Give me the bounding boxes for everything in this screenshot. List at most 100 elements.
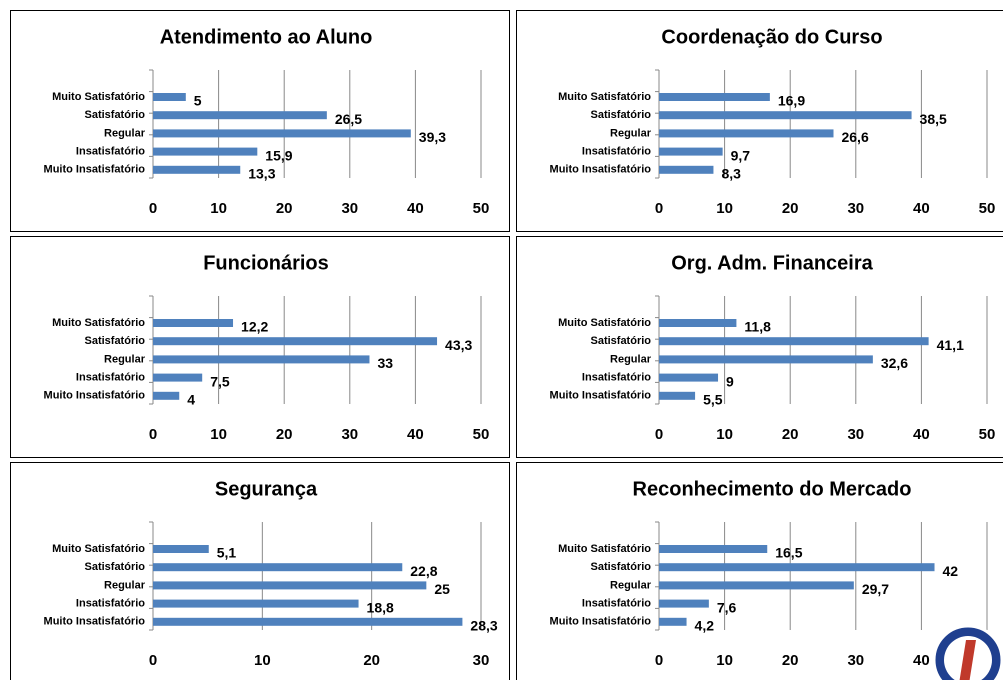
category-label: Satisfatório bbox=[84, 335, 145, 347]
x-tick-label: 20 bbox=[276, 426, 293, 443]
value-label: 5 bbox=[194, 93, 202, 109]
category-label: Muito Insatisfatório bbox=[550, 164, 652, 176]
bar bbox=[153, 581, 427, 590]
category-label: Muito Satisfatório bbox=[52, 91, 145, 103]
value-label: 13,3 bbox=[248, 166, 275, 182]
x-tick-label: 30 bbox=[473, 652, 490, 669]
x-tick-label: 0 bbox=[655, 200, 663, 217]
category-label: Satisfatório bbox=[590, 561, 651, 573]
category-label: Muito Insatisfatório bbox=[550, 390, 652, 402]
category-label: Regular bbox=[104, 353, 146, 365]
value-label: 16,9 bbox=[778, 93, 805, 109]
category-label: Regular bbox=[610, 579, 652, 591]
bar bbox=[153, 391, 180, 400]
category-label: Insatisfatório bbox=[76, 372, 145, 384]
bar bbox=[659, 391, 696, 400]
bar bbox=[659, 147, 723, 156]
category-label: Regular bbox=[104, 579, 146, 591]
bar bbox=[153, 355, 370, 364]
panel bbox=[516, 236, 1003, 458]
chart-title: Segurança bbox=[215, 478, 318, 500]
chart-title: Atendimento ao Aluno bbox=[160, 26, 373, 48]
x-tick-label: 30 bbox=[847, 200, 864, 217]
x-tick-label: 40 bbox=[913, 426, 930, 443]
category-label: Insatisfatório bbox=[76, 598, 145, 610]
bar bbox=[153, 129, 411, 138]
value-label: 42 bbox=[943, 563, 959, 579]
x-tick-label: 10 bbox=[716, 652, 733, 669]
value-label: 7,6 bbox=[717, 599, 737, 615]
value-label: 41,1 bbox=[937, 337, 964, 353]
bar bbox=[659, 563, 935, 572]
value-label: 29,7 bbox=[862, 581, 889, 597]
x-tick-label: 30 bbox=[847, 652, 864, 669]
panel bbox=[10, 462, 510, 680]
x-tick-label: 50 bbox=[979, 426, 996, 443]
x-tick-label: 20 bbox=[276, 200, 293, 217]
x-tick-label: 10 bbox=[716, 426, 733, 443]
value-label: 28,3 bbox=[470, 618, 497, 634]
bar bbox=[153, 373, 203, 382]
category-label: Satisfatório bbox=[84, 561, 145, 573]
category-label: Muito Insatisfatório bbox=[550, 616, 652, 628]
bar bbox=[659, 93, 770, 101]
category-label: Muito Insatisfatório bbox=[44, 616, 146, 628]
category-label: Satisfatório bbox=[84, 109, 145, 121]
bar bbox=[153, 337, 438, 346]
value-label: 38,5 bbox=[920, 111, 947, 127]
value-label: 5,5 bbox=[703, 392, 723, 408]
category-label: Muito Satisfatório bbox=[558, 543, 651, 555]
x-tick-label: 10 bbox=[210, 426, 227, 443]
bar bbox=[659, 165, 714, 174]
panel bbox=[10, 10, 510, 232]
value-label: 39,3 bbox=[419, 129, 446, 145]
x-tick-label: 30 bbox=[341, 200, 358, 217]
category-label: Insatisfatório bbox=[582, 146, 651, 158]
category-label: Regular bbox=[104, 127, 146, 139]
x-tick-label: 0 bbox=[149, 200, 157, 217]
value-label: 8,3 bbox=[721, 166, 741, 182]
bar bbox=[659, 337, 929, 346]
value-label: 18,8 bbox=[367, 599, 394, 615]
bar bbox=[153, 599, 359, 608]
bar bbox=[659, 319, 737, 327]
value-label: 33 bbox=[377, 355, 393, 371]
bar bbox=[153, 165, 241, 174]
category-label: Insatisfatório bbox=[582, 598, 651, 610]
x-tick-label: 30 bbox=[341, 426, 358, 443]
x-tick-label: 0 bbox=[149, 652, 157, 669]
x-tick-label: 40 bbox=[913, 652, 930, 669]
category-label: Muito Insatisfatório bbox=[44, 164, 146, 176]
logo bbox=[932, 624, 1003, 680]
category-label: Muito Satisfatório bbox=[558, 317, 651, 329]
x-tick-label: 20 bbox=[782, 652, 799, 669]
value-label: 12,2 bbox=[241, 319, 268, 335]
value-label: 43,3 bbox=[445, 337, 472, 353]
value-label: 4,2 bbox=[695, 618, 715, 634]
bar bbox=[153, 617, 463, 626]
chart-title: Org. Adm. Financeira bbox=[671, 252, 873, 274]
category-label: Insatisfatório bbox=[76, 146, 145, 158]
x-tick-label: 0 bbox=[655, 652, 663, 669]
value-label: 15,9 bbox=[265, 147, 292, 163]
chart-title: Coordenação do Curso bbox=[661, 26, 882, 48]
value-label: 7,5 bbox=[210, 373, 230, 389]
value-label: 16,5 bbox=[775, 545, 802, 561]
panel bbox=[516, 462, 1003, 680]
x-tick-label: 20 bbox=[782, 200, 799, 217]
value-label: 5,1 bbox=[217, 545, 237, 561]
bar bbox=[659, 581, 854, 590]
bar bbox=[659, 373, 719, 382]
x-tick-label: 40 bbox=[407, 200, 424, 217]
bar bbox=[659, 599, 709, 608]
value-label: 9,7 bbox=[731, 147, 751, 163]
bar bbox=[153, 563, 403, 572]
value-label: 26,6 bbox=[841, 129, 868, 145]
bar bbox=[153, 147, 258, 156]
x-tick-label: 50 bbox=[473, 426, 490, 443]
bar bbox=[659, 355, 873, 364]
value-label: 22,8 bbox=[410, 563, 437, 579]
category-label: Regular bbox=[610, 127, 652, 139]
category-label: Insatisfatório bbox=[582, 372, 651, 384]
x-tick-label: 0 bbox=[655, 426, 663, 443]
